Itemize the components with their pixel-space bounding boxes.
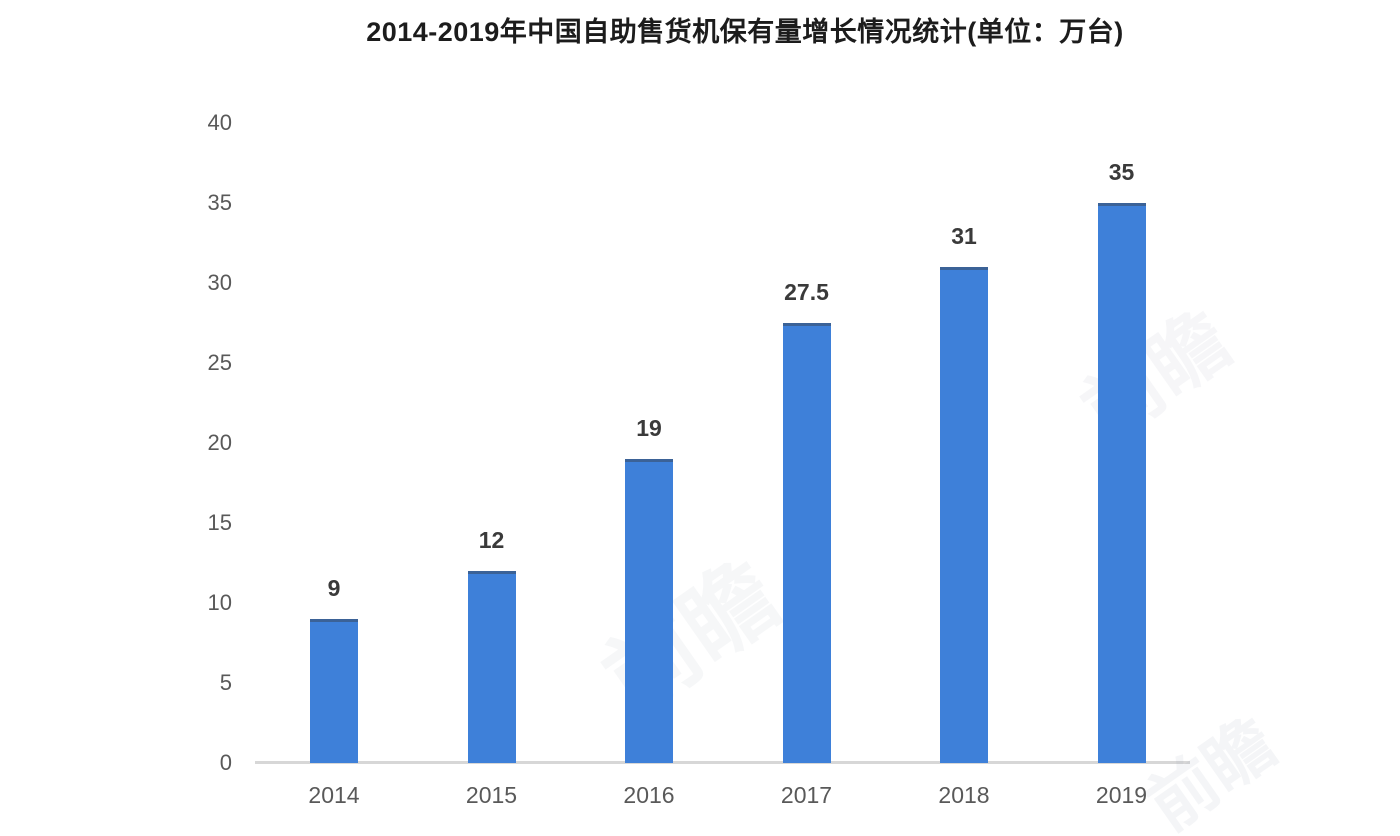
- bar-2019: [1097, 203, 1146, 763]
- x-axis-label-2017: 2017: [780, 782, 833, 808]
- x-axis-label-2014: 2014: [308, 782, 360, 808]
- y-axis-tick-label-15: 15: [207, 510, 232, 535]
- y-axis-tick-label-25: 25: [207, 350, 232, 375]
- watermark: 前瞻: [587, 543, 797, 734]
- x-axis-label-2015: 2015: [465, 782, 518, 808]
- x-axis-label-2019: 2019: [1095, 782, 1148, 808]
- y-axis-tick-label-5: 5: [219, 670, 232, 695]
- bar-value-label-2019: 35: [1108, 159, 1135, 185]
- bar-value-label-2016: 19: [636, 415, 662, 441]
- y-axis-tick-label-10: 10: [207, 590, 232, 615]
- bar-2015: [467, 571, 516, 763]
- x-axis-label-2018: 2018: [938, 782, 990, 808]
- chart-title: 2014-2019年中国自助售货机保有量增长情况统计(单位：万台): [366, 17, 1124, 47]
- bar-2014: [310, 619, 358, 763]
- watermark: 前瞻: [1067, 295, 1246, 457]
- y-axis-tick-label-30: 30: [207, 270, 232, 295]
- bar-value-label-2018: 31: [951, 223, 977, 249]
- x-axis-line: [255, 761, 1190, 764]
- x-axis-label-2016: 2016: [623, 782, 675, 808]
- bar-2017: [782, 323, 831, 763]
- bar-2018: [940, 267, 988, 763]
- bar-value-label-2014: 9: [327, 575, 341, 601]
- y-axis-tick-label-35: 35: [207, 190, 232, 215]
- y-axis-tick-label-20: 20: [207, 430, 232, 455]
- y-axis-tick-label-40: 40: [207, 110, 232, 135]
- bar-value-label-2017: 27.5: [784, 279, 829, 305]
- bar-2016: [625, 459, 673, 763]
- bar-value-label-2015: 12: [478, 527, 505, 553]
- y-axis-tick-label-0: 0: [219, 750, 232, 775]
